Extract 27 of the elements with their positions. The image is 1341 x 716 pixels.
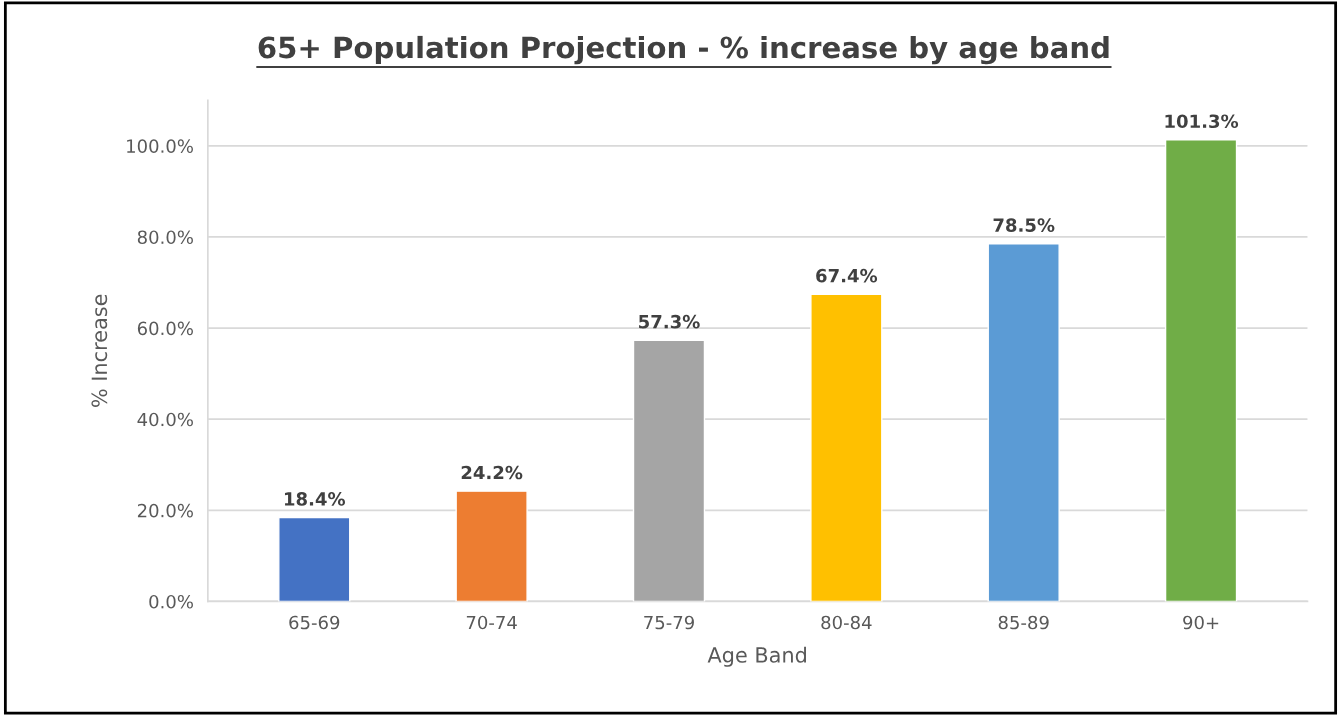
bar <box>455 490 528 602</box>
bar <box>1164 139 1238 602</box>
y-tick-label: 40.0% <box>137 412 193 427</box>
x-tick-label: 85-89 <box>998 615 1049 630</box>
y-tick-label: 20.0% <box>137 503 193 518</box>
bar <box>278 516 351 602</box>
x-axis-title: Age Band <box>707 646 806 667</box>
data-label: 18.4% <box>284 492 346 506</box>
data-label: 67.4% <box>816 268 878 283</box>
data-label: 24.2% <box>461 465 523 480</box>
bar <box>987 243 1060 602</box>
data-label: 78.5% <box>993 218 1055 232</box>
data-label: 101.3% <box>1165 114 1239 129</box>
x-tick-label: 80-84 <box>821 615 872 630</box>
data-label: 57.3% <box>639 314 700 329</box>
x-tick-label: 90+ <box>1183 615 1219 630</box>
y-tick-label: 60.0% <box>137 321 193 336</box>
y-axis-title: % Increase <box>91 294 108 407</box>
bar <box>632 339 706 602</box>
chart-title: 65+ Population Projection - % increase by age band <box>258 35 1109 65</box>
bar <box>810 293 883 602</box>
y-tick-label: 80.0% <box>137 230 193 245</box>
y-tick-label: 100.0% <box>127 139 193 153</box>
x-tick-label: 70-74 <box>466 615 517 630</box>
x-tick-label: 65-69 <box>289 615 340 630</box>
x-tick-label: 75-79 <box>644 615 694 630</box>
y-tick-label: 0.0% <box>149 594 193 609</box>
